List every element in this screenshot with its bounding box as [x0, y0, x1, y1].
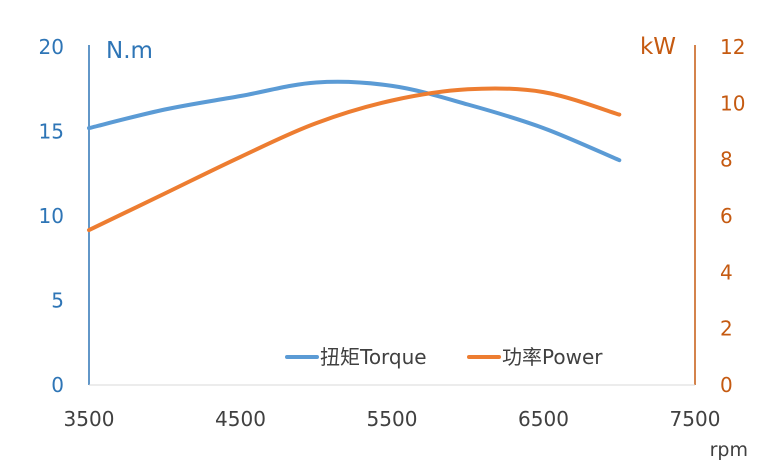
legend: 扭矩Torque 功率Power	[285, 345, 603, 369]
y-left-tick-label: 10	[39, 204, 64, 228]
series-lines	[87, 79, 622, 233]
y-left-tick-label: 5	[51, 289, 64, 313]
y-right-tick-label: 10	[720, 91, 745, 115]
y-right-tick-label: 8	[720, 148, 733, 172]
y-left-tick-label: 15	[39, 120, 64, 144]
power-series-line	[87, 86, 622, 233]
y-right-tick-label: 12	[720, 35, 745, 59]
y-right-tick-label: 4	[720, 260, 733, 284]
left-axis-unit-label: N.m	[106, 38, 153, 64]
torque-series-line	[87, 79, 622, 163]
x-tick-label: 3500	[64, 407, 115, 431]
y-right-tick-label: 6	[720, 204, 733, 228]
legend-label: 功率Power	[502, 345, 603, 369]
y-right-tick-label: 0	[720, 373, 733, 397]
y-left-tick-label: 20	[39, 35, 64, 59]
legend-label: 扭矩Torque	[320, 345, 427, 369]
y-right-tick-label: 2	[720, 317, 733, 341]
x-tick-label: 5500	[367, 407, 418, 431]
x-tick-label: 4500	[215, 407, 266, 431]
right-axis-unit-label: kW	[640, 34, 676, 60]
tick-labels: 0 5 10 15 20 0 2 4 6 8 10 12 3500 4500 5500 6500 7500	[39, 35, 746, 431]
x-tick-label: 6500	[518, 407, 569, 431]
x-axis-label: rpm	[710, 439, 748, 461]
y-left-tick-label: 0	[51, 373, 64, 397]
axes	[88, 45, 696, 386]
x-tick-label: 7500	[670, 407, 721, 431]
